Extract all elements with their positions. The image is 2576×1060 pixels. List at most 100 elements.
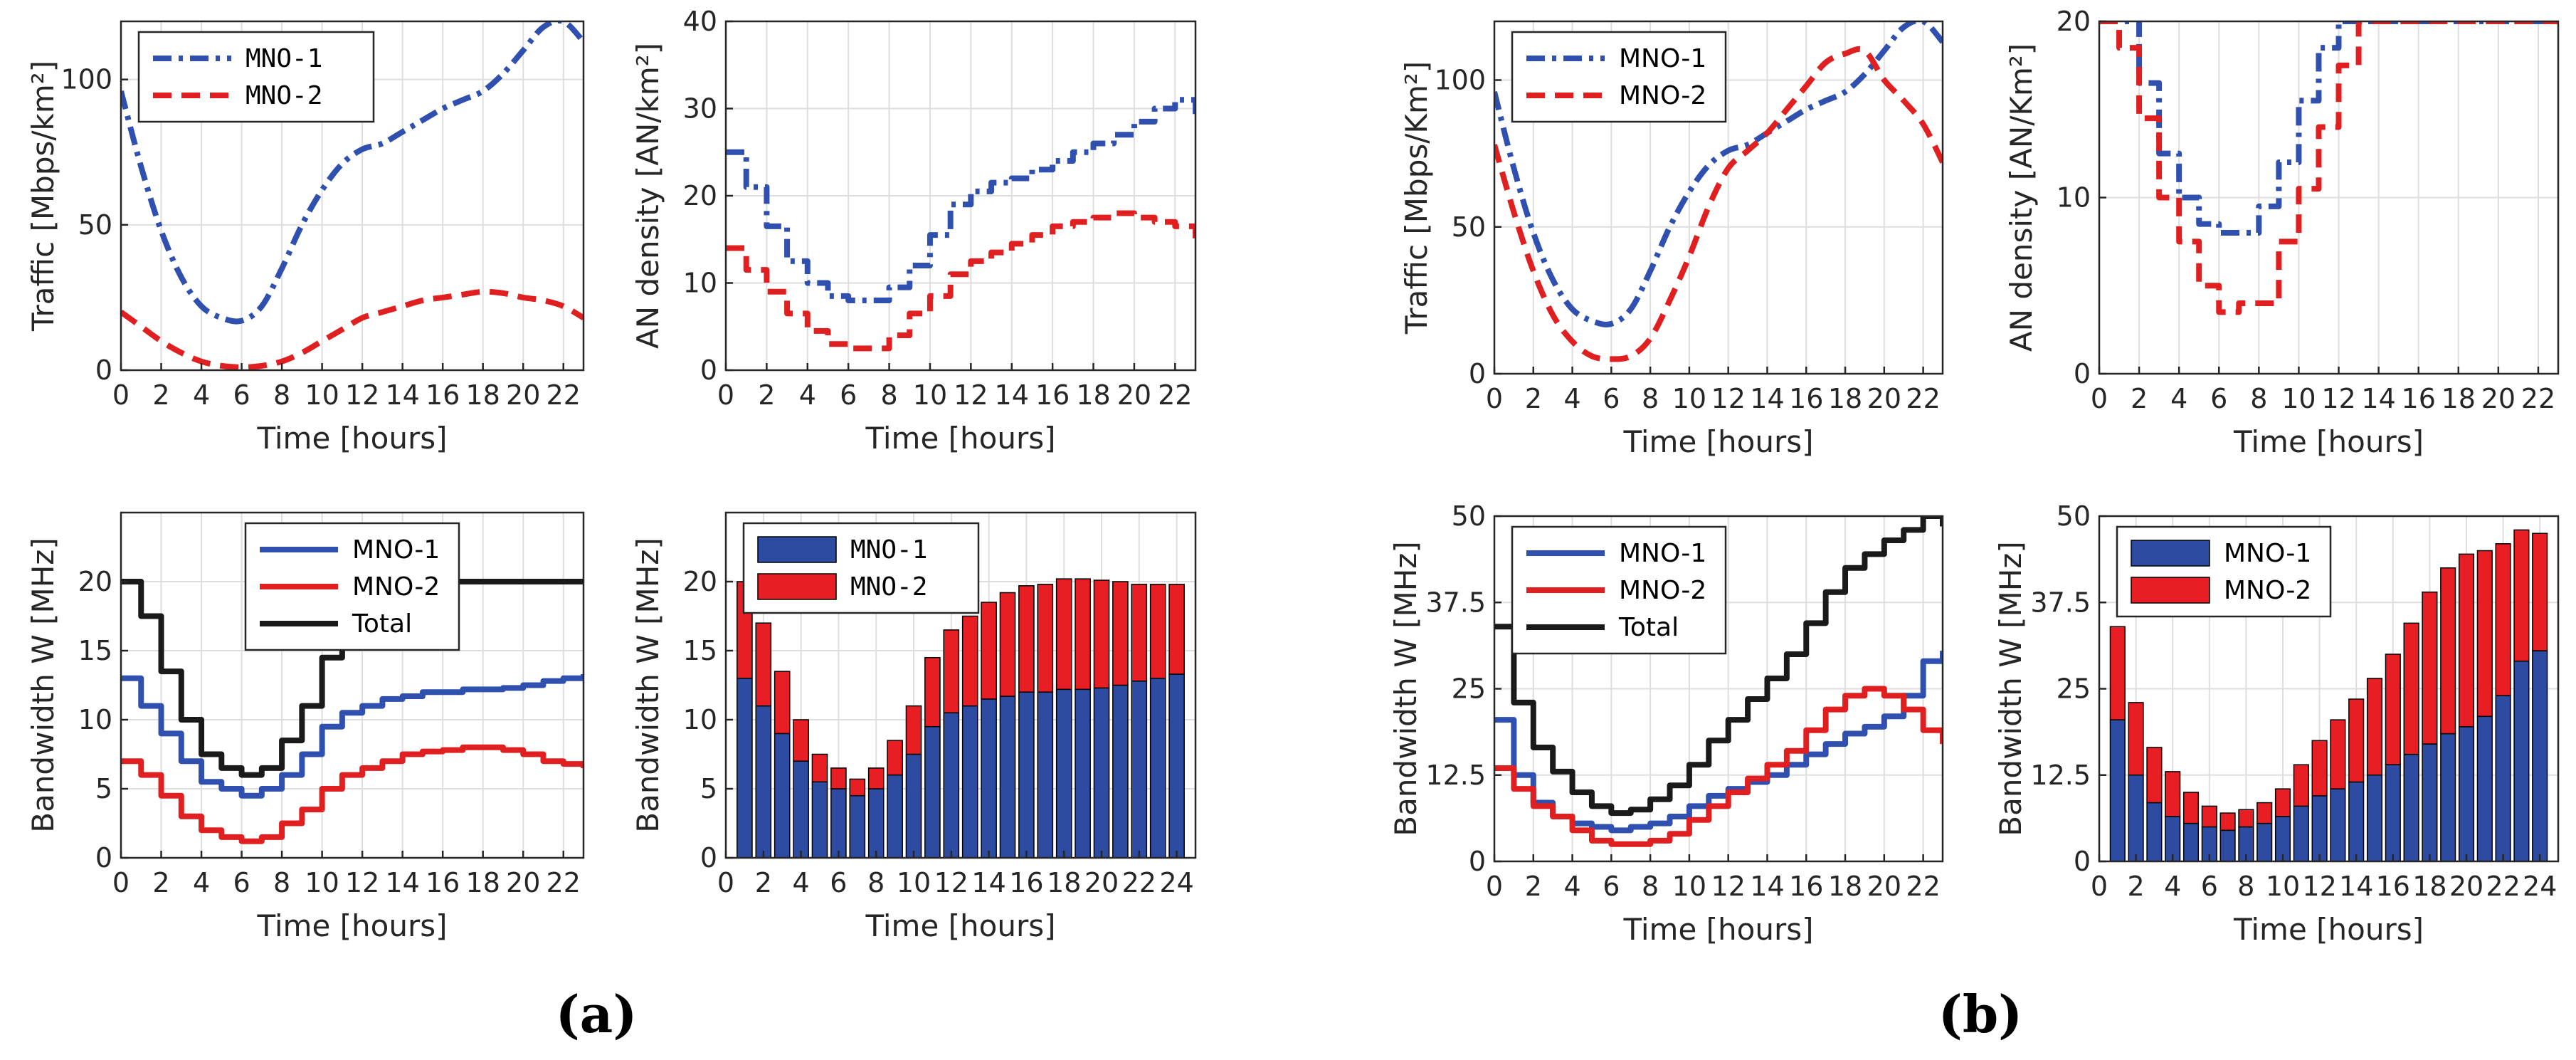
bar-mno-2-4 bbox=[2165, 771, 2181, 817]
x-tick-label: 20 bbox=[506, 379, 540, 411]
bar-mno-2-11 bbox=[924, 656, 941, 728]
x-tick-label: 0 bbox=[112, 379, 130, 411]
x-tick-label: 6 bbox=[2201, 871, 2218, 902]
x-tick-label: 0 bbox=[717, 379, 734, 411]
x-tick-label: 2 bbox=[2131, 383, 2148, 414]
axes-frame bbox=[1493, 20, 1944, 375]
legend-swatch-mno-2 bbox=[2131, 577, 2210, 604]
x-tick-label: 10 bbox=[2266, 871, 2300, 902]
legend-label-mno-2: MNO-2 bbox=[1619, 81, 1706, 110]
bar-mno-1-3 bbox=[2146, 802, 2163, 861]
y-tick-label: 15 bbox=[683, 635, 717, 666]
y-axis-label: Traffic [Mbps/Km²] bbox=[1399, 61, 1434, 335]
y-tick-label: 0 bbox=[700, 355, 717, 386]
bar-mno-2-2 bbox=[2128, 702, 2144, 776]
axes-frame bbox=[120, 20, 585, 372]
x-tick-label: 4 bbox=[1563, 383, 1580, 414]
data-layer bbox=[737, 578, 1185, 858]
x-tick-label: 8 bbox=[1642, 871, 1659, 902]
x-tick-label: 18 bbox=[2442, 383, 2476, 414]
legend-label-total: Total bbox=[1618, 613, 1679, 642]
bar-mno-2-17 bbox=[2403, 622, 2419, 755]
series-line-mno-2 bbox=[2099, 21, 2558, 315]
bar-mno-1-7 bbox=[849, 794, 866, 858]
legend: MNO-1 MNO-2 bbox=[137, 31, 375, 123]
y-tick-label: 50 bbox=[2057, 500, 2091, 532]
x-tick-label: 0 bbox=[2091, 871, 2108, 902]
x-tick-label: 14 bbox=[2361, 383, 2395, 414]
x-tick-label: 22 bbox=[547, 867, 581, 898]
bar-mno-2-24 bbox=[1168, 584, 1185, 675]
x-tick-label: 6 bbox=[1603, 383, 1620, 414]
bar-mno-2-12 bbox=[943, 629, 960, 714]
x-tick-label: 22 bbox=[2486, 871, 2520, 902]
y-tick-label: 5 bbox=[95, 773, 112, 804]
y-tick-label: 0 bbox=[95, 355, 112, 386]
x-tick-label: 16 bbox=[1035, 379, 1070, 411]
legend-label-mno-1: MNO-1 bbox=[2224, 539, 2311, 568]
y-tick-label: 10 bbox=[683, 704, 717, 735]
x-axis-label: Time [hours] bbox=[865, 908, 1056, 943]
x-tick-label: 16 bbox=[1789, 871, 1823, 902]
x-tick-label: 10 bbox=[2281, 383, 2316, 414]
x-tick-label: 2 bbox=[1525, 871, 1542, 902]
series-line-mno-2 bbox=[121, 744, 584, 844]
x-tick-label: 14 bbox=[2339, 871, 2373, 902]
bar-mno-1-1 bbox=[2109, 719, 2126, 861]
bar-mno-2-3 bbox=[2146, 747, 2163, 804]
bar-mno-2-22 bbox=[2495, 543, 2511, 696]
x-tick-label: 2 bbox=[758, 379, 775, 411]
data-layer bbox=[2099, 21, 2558, 315]
bar-mno-2-23 bbox=[2513, 529, 2530, 662]
x-tick-label: 12 bbox=[1711, 871, 1746, 902]
bar-mno-1-20 bbox=[2458, 726, 2475, 861]
x-tick-label: 24 bbox=[1159, 867, 1193, 898]
y-tick-label: 20 bbox=[2057, 6, 2091, 37]
bar-mno-2-17 bbox=[1037, 584, 1054, 693]
bar-mno-1-4 bbox=[793, 760, 809, 858]
y-tick-label: 25 bbox=[1452, 673, 1486, 705]
bar-mno-1-9 bbox=[2256, 822, 2273, 861]
x-tick-label: 6 bbox=[1603, 871, 1620, 902]
x-tick-label: 10 bbox=[305, 867, 339, 898]
bar-mno-2-8 bbox=[867, 767, 885, 789]
x-tick-label: 0 bbox=[112, 867, 130, 898]
bar-mno-2-16 bbox=[2385, 654, 2401, 765]
x-tick-label: 14 bbox=[995, 379, 1029, 411]
x-tick-label: 14 bbox=[385, 379, 419, 411]
x-tick-label: 18 bbox=[466, 867, 500, 898]
x-tick-label: 6 bbox=[233, 379, 250, 411]
bar-mno-2-6 bbox=[2201, 805, 2217, 828]
legend-swatch-mno-2 bbox=[757, 573, 837, 600]
bar-mno-2-20 bbox=[1093, 579, 1110, 689]
x-tick-label: 18 bbox=[1828, 871, 1862, 902]
x-tick-label: 22 bbox=[1158, 379, 1192, 411]
x-tick-label: 14 bbox=[385, 867, 419, 898]
data-layer bbox=[2109, 529, 2548, 861]
x-tick-label: 22 bbox=[2521, 383, 2555, 414]
x-tick-label: 20 bbox=[1117, 379, 1151, 411]
series-line-mno-2 bbox=[1494, 686, 1943, 847]
x-tick-label: 2 bbox=[152, 379, 169, 411]
x-tick-label: 2 bbox=[2128, 871, 2145, 902]
bar-mno-1-16 bbox=[1018, 691, 1035, 858]
series-line-mno-1 bbox=[726, 97, 1195, 303]
x-tick-label: 12 bbox=[954, 379, 988, 411]
x-tick-label: 18 bbox=[2412, 871, 2446, 902]
bar-mno-2-13 bbox=[961, 615, 978, 707]
legend-swatch-mno-1 bbox=[2131, 540, 2210, 567]
series-line-total bbox=[1494, 516, 1943, 817]
series-line-mno-2 bbox=[726, 210, 1195, 352]
bar-mno-2-10 bbox=[905, 705, 922, 755]
y-tick-label: 50 bbox=[1452, 500, 1486, 532]
x-tick-label: 2 bbox=[1525, 383, 1542, 414]
legend-label-mno-1: MNO-1 bbox=[1619, 539, 1706, 568]
x-axis-label: Time [hours] bbox=[257, 421, 448, 456]
y-tick-label: 37.5 bbox=[1425, 587, 1486, 618]
x-tick-label: 20 bbox=[1867, 871, 1901, 902]
bar-mno-1-2 bbox=[755, 705, 772, 858]
x-tick-label: 16 bbox=[426, 867, 460, 898]
x-tick-label: 6 bbox=[830, 867, 847, 898]
